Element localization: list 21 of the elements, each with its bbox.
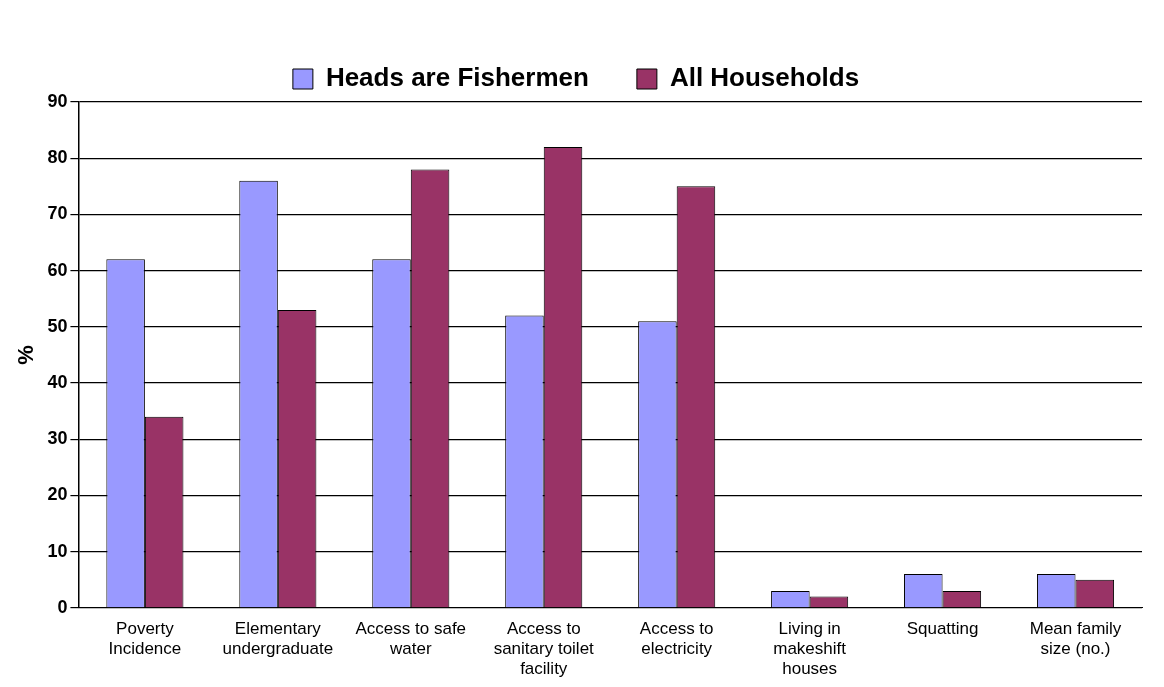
legend-label: All Households xyxy=(669,62,860,93)
y-tick-label: 10 xyxy=(47,540,68,561)
y-axis-title: % xyxy=(13,345,39,365)
legend-label: Heads are Fishermen xyxy=(325,62,589,93)
y-tick-label: 60 xyxy=(47,259,68,280)
y-tick-label: 40 xyxy=(47,371,68,392)
y-tick-label: 70 xyxy=(47,203,68,224)
x-tick-label: Access to electricity xyxy=(639,618,714,659)
x-tick-label: Access to safe water xyxy=(355,618,467,659)
x-tick-label: Living in makeshift houses xyxy=(773,618,847,679)
y-tick-label: 80 xyxy=(47,147,68,168)
y-tick-label: 90 xyxy=(47,90,68,111)
x-tick-label: Squatting xyxy=(906,618,979,638)
x-tick-label: Mean family size (no.) xyxy=(1029,618,1122,659)
x-tick-label: Poverty Incidence xyxy=(108,618,182,659)
y-tick-label: 30 xyxy=(47,428,68,449)
y-tick-label: 50 xyxy=(47,315,68,336)
y-tick-label: 0 xyxy=(57,596,68,617)
x-tick-label: Access to sanitary toilet facility xyxy=(493,618,595,679)
y-tick-label: 20 xyxy=(47,484,68,505)
x-tick-label: Elementary undergraduate xyxy=(222,618,334,659)
